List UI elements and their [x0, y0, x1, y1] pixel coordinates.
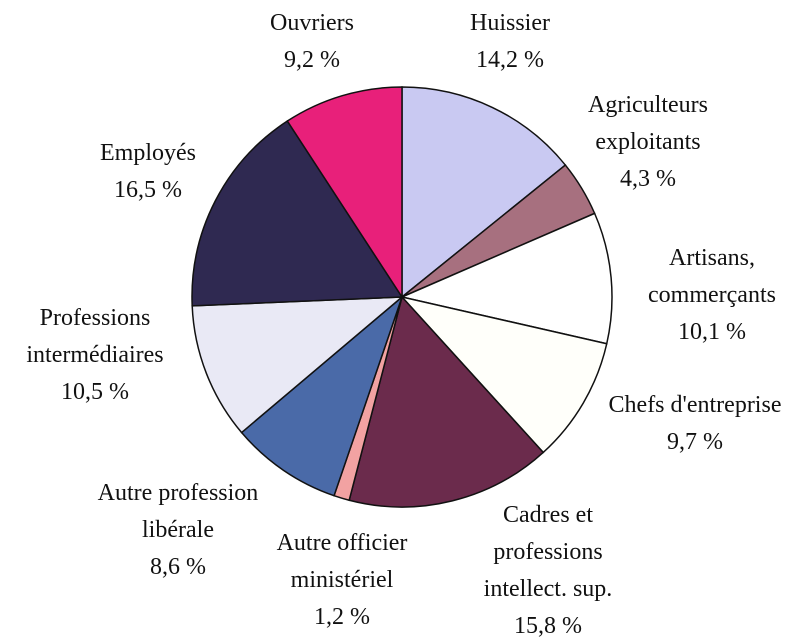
value-label: 1,2 %: [314, 604, 370, 630]
label-line: Artisans,: [669, 245, 755, 271]
value-label: 16,5 %: [114, 177, 182, 203]
label-line: intermédiaires: [26, 342, 163, 368]
label-line: Huissier: [470, 10, 550, 36]
label-line: Chefs d'entreprise: [609, 392, 782, 418]
slice-label: Chefs d'entreprise: [609, 392, 782, 418]
pie-slice: [399, 295, 608, 454]
slice-label: Ouvriers: [270, 10, 354, 36]
slice-label: Huissier: [470, 10, 550, 36]
label-line: Autre profession: [98, 480, 259, 506]
slice-label: Agriculteurs exploitants: [588, 92, 708, 155]
label-line: ministériel: [291, 567, 394, 593]
label-line: Professions: [40, 305, 151, 331]
value-label: 4,3 %: [620, 166, 676, 192]
slice-label: Autre officier ministériel: [277, 530, 408, 593]
slice-label: Professions intermédiaires: [26, 305, 163, 368]
slice-label: Employés: [100, 140, 196, 166]
label-line: intellect. sup.: [484, 576, 613, 602]
value-label: 10,5 %: [61, 379, 129, 405]
label-line: Autre officier: [277, 530, 408, 556]
value-label: 15,8 %: [514, 613, 582, 639]
label-line: Agriculteurs: [588, 92, 708, 118]
value-label: 9,7 %: [667, 429, 723, 455]
pie-slice: [191, 296, 405, 434]
pie-slice: [240, 294, 404, 497]
pie-slice: [399, 212, 613, 345]
pie-slice: [286, 86, 403, 300]
slice-label: Cadres et professions intellect. sup.: [484, 502, 613, 602]
value-label: 14,2 %: [476, 47, 544, 73]
label-line: Ouvriers: [270, 10, 354, 36]
slice-label: Artisans, commerçants: [648, 245, 776, 308]
pie-slice: [348, 295, 545, 508]
slice-label: Autre profession libérale: [98, 480, 259, 543]
value-label: 9,2 %: [284, 47, 340, 73]
label-line: exploitants: [595, 129, 700, 155]
value-label: 10,1 %: [678, 319, 746, 345]
value-label: 8,6 %: [150, 554, 206, 580]
label-line: libérale: [142, 517, 214, 543]
label-line: Employés: [100, 140, 196, 166]
label-line: Cadres et: [503, 502, 593, 528]
pie-slice: [401, 86, 567, 299]
label-line: professions: [493, 539, 602, 565]
pie-slice: [191, 120, 404, 307]
label-line: commerçants: [648, 282, 776, 308]
